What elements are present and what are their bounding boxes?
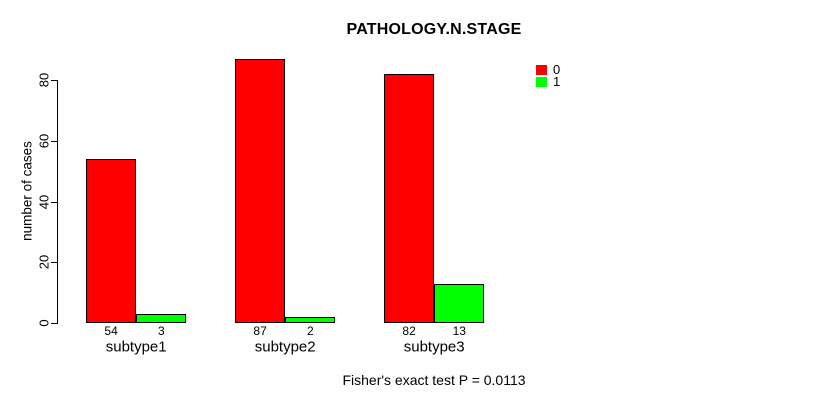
legend-swatch-0 — [536, 65, 547, 75]
annotation-text: Fisher's exact test P = 0.0113 — [342, 372, 526, 388]
y-tick-0 — [51, 323, 57, 324]
x-category-label-subtype2: subtype2 — [254, 338, 316, 356]
legend-label-0: 0 — [553, 62, 561, 77]
bar-value-subtype2-series1: 2 — [306, 324, 314, 338]
bar-subtype2-series0 — [235, 59, 286, 323]
y-tick-label-0: 0 — [36, 319, 52, 327]
x-category-label-subtype3: subtype3 — [403, 338, 465, 356]
bar-subtype3-series1 — [434, 283, 485, 323]
bar-subtype1-series0 — [86, 159, 137, 323]
bar-subtype2-series1 — [285, 316, 336, 323]
bar-value-subtype2-series0: 87 — [253, 324, 267, 338]
chart-title: PATHOLOGY.N.STAGE — [346, 21, 522, 38]
y-axis-title: number of cases — [19, 141, 35, 241]
y-tick-label-40: 40 — [36, 194, 52, 209]
y-tick-label-60: 60 — [36, 133, 52, 149]
legend-entry-0: 0 — [536, 62, 561, 77]
y-tick-80 — [51, 80, 57, 82]
y-tick-label-20: 20 — [36, 255, 52, 270]
legend-entry-1: 1 — [536, 74, 561, 89]
bar-value-subtype1-series1: 3 — [157, 324, 165, 338]
legend-label-1: 1 — [553, 74, 561, 89]
y-tick-label-80: 80 — [36, 73, 52, 88]
bar-value-subtype3-series0: 82 — [402, 324, 416, 338]
bar-value-subtype1-series0: 54 — [104, 324, 118, 338]
y-tick-60 — [51, 141, 57, 142]
bar-subtype3-series0 — [384, 74, 435, 323]
y-tick-40 — [51, 201, 57, 203]
y-tick-20 — [51, 262, 57, 264]
x-category-label-subtype1: subtype1 — [105, 338, 167, 356]
legend-swatch-1 — [536, 77, 547, 87]
bar-subtype1-series1 — [136, 313, 187, 323]
y-axis-line — [57, 80, 58, 324]
bar-value-subtype3-series1: 13 — [452, 324, 466, 338]
